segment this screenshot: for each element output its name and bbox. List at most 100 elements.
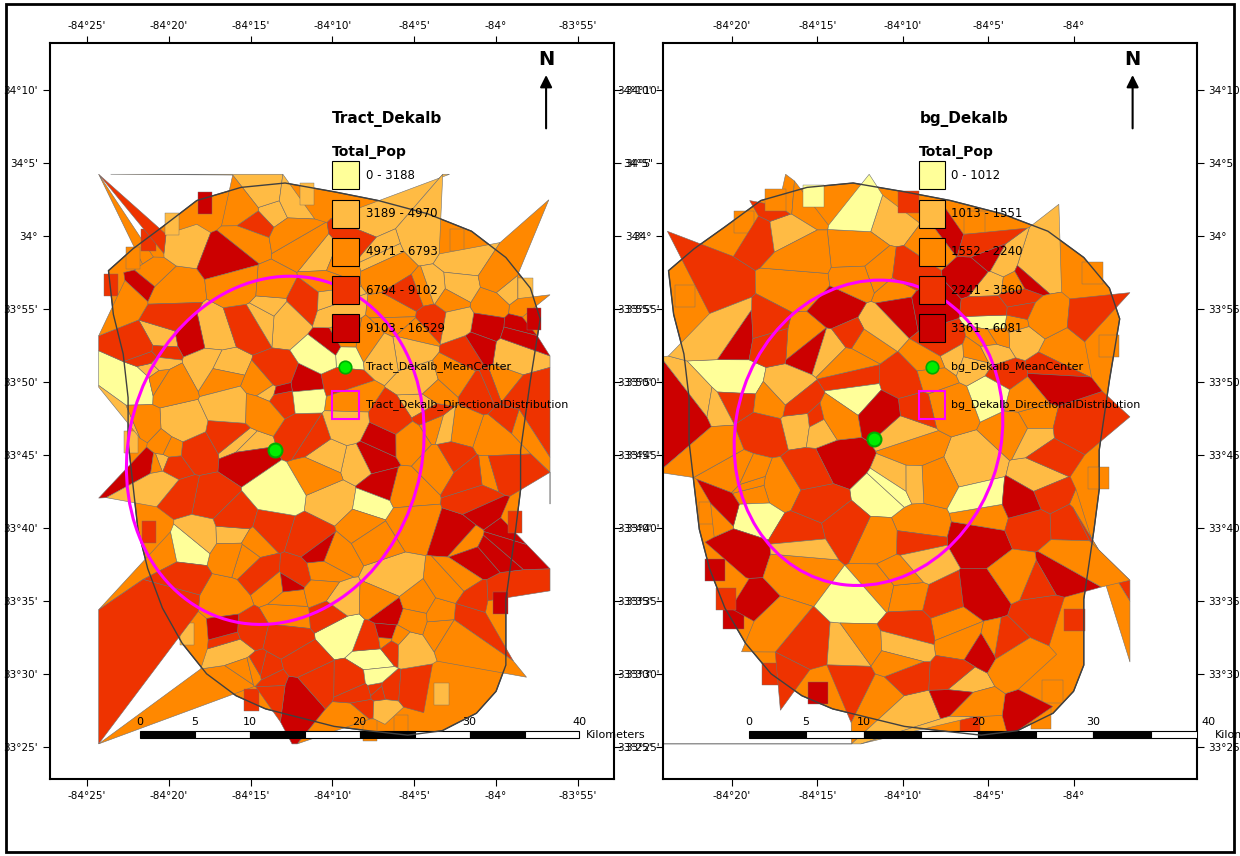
- Polygon shape: [382, 669, 401, 701]
- Polygon shape: [858, 389, 900, 443]
- Text: Total_Pop: Total_Pop: [332, 146, 407, 159]
- Polygon shape: [241, 360, 273, 396]
- Polygon shape: [305, 439, 347, 473]
- Text: 40: 40: [1202, 717, 1215, 728]
- Polygon shape: [1004, 315, 1029, 332]
- Polygon shape: [213, 347, 253, 375]
- Polygon shape: [658, 357, 712, 744]
- Polygon shape: [162, 437, 182, 457]
- Bar: [140, 731, 195, 739]
- Polygon shape: [291, 363, 324, 392]
- Polygon shape: [807, 286, 867, 329]
- FancyBboxPatch shape: [332, 161, 358, 189]
- Polygon shape: [822, 500, 870, 565]
- Polygon shape: [807, 402, 825, 427]
- Polygon shape: [1004, 509, 1052, 552]
- Polygon shape: [192, 472, 242, 519]
- Polygon shape: [1018, 403, 1059, 429]
- Polygon shape: [479, 455, 498, 492]
- Polygon shape: [160, 399, 208, 442]
- Polygon shape: [249, 649, 267, 675]
- Polygon shape: [296, 270, 361, 292]
- Polygon shape: [334, 658, 366, 698]
- Polygon shape: [962, 336, 988, 363]
- Polygon shape: [813, 565, 887, 624]
- Polygon shape: [352, 619, 381, 651]
- Polygon shape: [770, 539, 839, 560]
- Polygon shape: [327, 218, 377, 259]
- Polygon shape: [139, 320, 179, 347]
- Polygon shape: [293, 389, 326, 413]
- Polygon shape: [198, 386, 247, 423]
- Polygon shape: [1028, 292, 1070, 339]
- Polygon shape: [884, 662, 930, 696]
- Polygon shape: [304, 479, 356, 526]
- FancyBboxPatch shape: [919, 199, 945, 228]
- Polygon shape: [258, 200, 288, 228]
- Polygon shape: [182, 348, 222, 391]
- Polygon shape: [963, 325, 997, 347]
- Polygon shape: [368, 597, 403, 625]
- Polygon shape: [171, 524, 210, 566]
- Polygon shape: [1007, 302, 1035, 319]
- Polygon shape: [324, 531, 363, 577]
- Polygon shape: [237, 211, 274, 238]
- Polygon shape: [763, 364, 817, 405]
- Text: Tract_Dekalb_MeanCenter: Tract_Dekalb_MeanCenter: [366, 361, 511, 372]
- Polygon shape: [433, 353, 475, 397]
- Polygon shape: [427, 597, 455, 621]
- Polygon shape: [433, 242, 500, 276]
- Polygon shape: [465, 332, 496, 367]
- Polygon shape: [870, 195, 920, 247]
- Polygon shape: [238, 605, 269, 651]
- Polygon shape: [322, 411, 370, 446]
- Polygon shape: [781, 413, 810, 450]
- Polygon shape: [956, 357, 991, 386]
- Text: Total_Pop: Total_Pop: [919, 146, 994, 159]
- Polygon shape: [269, 391, 295, 419]
- Bar: [698, 502, 719, 524]
- Polygon shape: [341, 443, 371, 486]
- Polygon shape: [207, 632, 241, 649]
- Polygon shape: [317, 287, 367, 311]
- Polygon shape: [321, 367, 374, 396]
- Polygon shape: [755, 268, 830, 312]
- Polygon shape: [255, 669, 289, 687]
- Polygon shape: [658, 690, 941, 744]
- Polygon shape: [363, 667, 398, 686]
- Bar: [125, 247, 140, 269]
- Polygon shape: [711, 503, 733, 537]
- Polygon shape: [848, 516, 897, 564]
- Polygon shape: [1017, 205, 1061, 294]
- Polygon shape: [136, 363, 159, 377]
- Polygon shape: [929, 656, 975, 690]
- Polygon shape: [260, 651, 284, 680]
- Bar: [1099, 335, 1120, 357]
- Text: 3361 - 6081: 3361 - 6081: [951, 322, 1023, 335]
- Polygon shape: [350, 699, 373, 719]
- Polygon shape: [770, 214, 817, 253]
- Text: 3189 - 4970: 3189 - 4970: [366, 207, 436, 220]
- Bar: [715, 588, 737, 610]
- Polygon shape: [148, 266, 207, 304]
- Polygon shape: [216, 526, 250, 544]
- Polygon shape: [489, 454, 551, 496]
- Polygon shape: [779, 175, 795, 214]
- Polygon shape: [959, 315, 1007, 330]
- Polygon shape: [1050, 504, 1090, 541]
- Polygon shape: [988, 328, 1009, 348]
- Polygon shape: [909, 318, 966, 356]
- Bar: [249, 731, 305, 739]
- Polygon shape: [668, 183, 1120, 735]
- Bar: [863, 731, 921, 739]
- Polygon shape: [1019, 560, 1056, 600]
- Polygon shape: [508, 294, 551, 317]
- Polygon shape: [249, 296, 286, 316]
- Polygon shape: [879, 351, 924, 399]
- Polygon shape: [828, 175, 883, 232]
- Polygon shape: [976, 411, 1028, 461]
- Bar: [1064, 609, 1085, 632]
- Bar: [141, 521, 156, 544]
- Polygon shape: [435, 288, 471, 312]
- Polygon shape: [99, 532, 177, 609]
